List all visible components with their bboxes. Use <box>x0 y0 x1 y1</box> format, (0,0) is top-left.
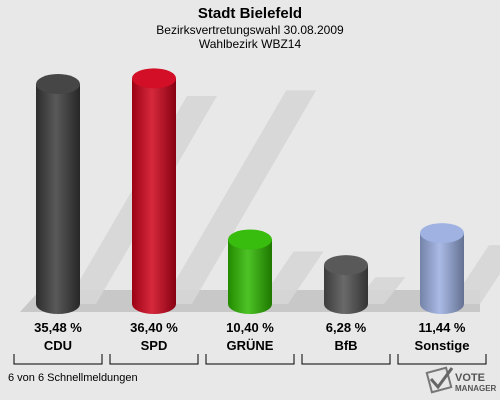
category-brackets <box>13 354 487 365</box>
logo-line2: MANAGER <box>455 384 497 393</box>
bracket-spd <box>109 354 199 365</box>
value-label-cdu: 35,48 % <box>34 320 82 335</box>
bar-labels: 35,48 % CDU 36,40 % SPD 10,40 % GRÜNE 6,28 % Bf… <box>34 320 469 353</box>
bar-body-cdu <box>36 84 80 314</box>
bar-body-bfb <box>324 265 368 314</box>
logo-line1: VOTE <box>455 372 485 384</box>
bar-cdu <box>36 74 80 314</box>
bars <box>36 68 464 314</box>
chart-subtitle: Bezirksvertretungswahl 30.08.2009 <box>156 23 344 37</box>
bar-top-spd <box>132 68 176 89</box>
bar-top-sonstige <box>420 223 464 244</box>
chart-subtitle-2: Wahlbezirk WBZ14 <box>199 37 302 51</box>
category-label-grüne: GRÜNE <box>227 338 274 353</box>
category-label-bfb: BfB <box>334 338 357 353</box>
category-label-sonstige: Sonstige <box>415 338 470 353</box>
bar-top-cdu <box>36 74 80 95</box>
bar-top-bfb <box>324 255 368 276</box>
value-label-spd: 36,40 % <box>130 320 178 335</box>
bracket-bfb <box>301 354 391 365</box>
check-box-icon <box>425 366 454 394</box>
bar-bfb <box>324 255 368 314</box>
value-label-bfb: 6,28 % <box>326 320 367 335</box>
bar-grüne <box>228 229 272 314</box>
bar-spd <box>132 68 176 314</box>
category-label-cdu: CDU <box>44 338 72 353</box>
bar-shadow-grüne <box>258 251 324 304</box>
bar-sonstige <box>420 223 464 314</box>
value-label-sonstige: 11,44 % <box>419 320 466 335</box>
category-label-spd: SPD <box>141 338 168 353</box>
bar-body-spd <box>132 78 176 314</box>
value-label-grüne: 10,40 % <box>226 320 274 335</box>
bracket-grüne <box>205 354 295 365</box>
bracket-cdu <box>13 354 103 365</box>
bar-shadow-spd <box>162 90 317 304</box>
bracket-sonstige <box>397 354 487 365</box>
vote-manager-logo: VOTE MANAGER <box>425 366 497 394</box>
bar-top-grüne <box>228 229 272 250</box>
bar-body-grüne <box>228 239 272 314</box>
bar-body-sonstige <box>420 233 464 314</box>
chart-title: Stadt Bielefeld <box>198 5 302 22</box>
footer-text: 6 von 6 Schnellmeldungen <box>8 372 138 384</box>
